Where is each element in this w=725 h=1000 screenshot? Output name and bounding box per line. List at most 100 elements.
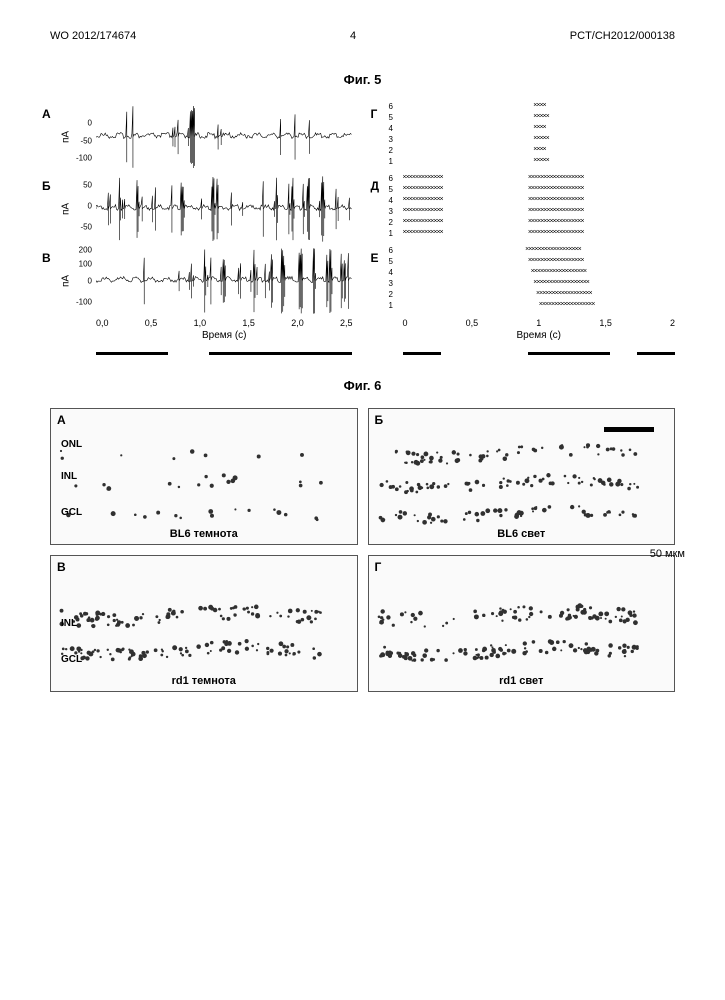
fig5-raster-panel: Д6×××××××××××××××××××××××××××××××5××××××… bbox=[373, 174, 676, 244]
raster-row: 2×××××××××××××××××× bbox=[403, 290, 676, 300]
fig5-raster-panel: Е6××××××××××××××××××5××××××××××××××××××4… bbox=[373, 246, 676, 316]
raster-row-label: 2 bbox=[389, 218, 393, 227]
raster-row: 5××××× bbox=[403, 113, 676, 123]
layer-label: GCL bbox=[61, 654, 82, 665]
panel-caption: BL6 свет bbox=[497, 528, 545, 540]
raster-row: 1×××××××××××××××××× bbox=[403, 301, 676, 311]
raster-row-label: 3 bbox=[389, 135, 393, 144]
y-tick: -50 bbox=[80, 222, 92, 231]
stimulus-bar bbox=[209, 352, 353, 355]
raster-marks: ××××× bbox=[533, 135, 566, 142]
raster-marks: ×××× bbox=[533, 124, 566, 131]
fig5-left-stimbars bbox=[96, 352, 353, 358]
raster-row-label: 3 bbox=[389, 279, 393, 288]
raster-row: 6×××× bbox=[403, 102, 676, 112]
stimulus-bar bbox=[637, 352, 675, 355]
layer-label: INL bbox=[61, 618, 77, 629]
fig5-title: Фиг. 5 bbox=[50, 72, 675, 87]
fig5-right-stimbars bbox=[403, 352, 676, 358]
stimulus-bar bbox=[96, 352, 168, 355]
panel-label: Г bbox=[371, 107, 378, 121]
raster-marks: ×××××××××××××××××× bbox=[528, 207, 675, 214]
fig6-panel: АONLINLGCLBL6 темнота bbox=[50, 408, 358, 545]
fig5-left-col: АпА0-50-100БпА500-50ВпА2001000-100 0,00,… bbox=[50, 102, 353, 358]
raster-row-label: 6 bbox=[389, 246, 393, 255]
panel-caption: rd1 темнота bbox=[172, 675, 236, 687]
raster-row-label: 2 bbox=[389, 290, 393, 299]
fig5-container: АпА0-50-100БпА500-50ВпА2001000-100 0,00,… bbox=[50, 102, 675, 358]
layer-label: INL bbox=[61, 471, 77, 482]
raster-marks: ×××××××××××××××××× bbox=[528, 185, 675, 192]
panel-label: Д bbox=[371, 179, 380, 193]
fig5-trace-panel: АпА0-50-100 bbox=[50, 102, 353, 172]
fig5-right-col: Г6××××5×××××4××××3×××××2××××1×××××Д6××××… bbox=[373, 102, 676, 358]
x-tick: 2,5 bbox=[340, 318, 353, 328]
raster-area: 6××××5×××××4××××3×××××2××××1××××× bbox=[403, 102, 676, 172]
fig5-left-xaxis: 0,00,51,01,52,02,5 Время (с) bbox=[96, 318, 353, 348]
raster-row: 5×××××××××××××××××× bbox=[403, 257, 676, 267]
scale-bar bbox=[604, 427, 654, 432]
raster-area: 6××××××××××××××××××5××××××××××××××××××4×… bbox=[403, 246, 676, 316]
raster-marks: ×××××××××××××××××× bbox=[528, 196, 675, 203]
header-center: 4 bbox=[350, 30, 356, 42]
y-tick: 100 bbox=[79, 259, 92, 268]
x-tick: 0 bbox=[403, 318, 408, 328]
raster-row-label: 2 bbox=[389, 146, 393, 155]
stimulus-bar bbox=[528, 352, 610, 355]
header-right: PCT/CH2012/000138 bbox=[570, 30, 675, 42]
y-ticks: 0 -50 -100 bbox=[74, 102, 94, 172]
raster-row: 2××××××××××××××××××××××××××××××× bbox=[403, 218, 676, 228]
raster-row-label: 1 bbox=[389, 229, 393, 238]
header-left: WO 2012/174674 bbox=[50, 30, 136, 42]
y-tick: -100 bbox=[76, 154, 92, 163]
trace-area bbox=[96, 174, 353, 244]
raster-row-label: 1 bbox=[389, 301, 393, 310]
raster-marks: ×××××××××××××××××× bbox=[528, 257, 678, 264]
y-axis-label: пА bbox=[61, 131, 72, 143]
panel-label: В bbox=[42, 251, 51, 265]
fig6-container: АONLINLGCLBL6 темнотаБBL6 светВINLGCLrd1… bbox=[50, 408, 675, 692]
x-tick: 0,5 bbox=[466, 318, 479, 328]
y-ticks: 2001000-100 bbox=[74, 246, 94, 316]
x-tick: 0,0 bbox=[96, 318, 109, 328]
raster-marks: ××××× bbox=[533, 113, 566, 120]
raster-row: 5××××××××××××××××××××××××××××××× bbox=[403, 185, 676, 195]
raster-marks: ××××××××××××× bbox=[403, 174, 512, 181]
raster-row-label: 4 bbox=[389, 268, 393, 277]
raster-marks: ××××××××××××× bbox=[403, 229, 512, 236]
y-axis-label: пА bbox=[61, 203, 72, 215]
trace-area bbox=[96, 102, 353, 172]
fig5-right-xlabel: Время (с) bbox=[403, 330, 676, 341]
raster-marks: ×××× bbox=[533, 102, 566, 109]
raster-marks: ×××××××××××××××××× bbox=[531, 268, 681, 275]
panel-label: А bbox=[42, 107, 51, 121]
raster-marks: ××××××××××××× bbox=[403, 207, 512, 214]
panel-label: Е bbox=[371, 251, 379, 265]
x-tick: 1,5 bbox=[599, 318, 612, 328]
raster-row-label: 5 bbox=[389, 257, 393, 266]
raster-row-label: 4 bbox=[389, 124, 393, 133]
raster-marks: ××××××××××××× bbox=[403, 218, 512, 225]
x-tick: 2,0 bbox=[291, 318, 304, 328]
fig5-raster-panel: Г6××××5×××××4××××3×××××2××××1××××× bbox=[373, 102, 676, 172]
y-tick: 200 bbox=[79, 245, 92, 254]
x-tick: 2 bbox=[670, 318, 675, 328]
raster-row-label: 4 bbox=[389, 196, 393, 205]
y-tick: 0 bbox=[88, 201, 92, 210]
y-tick: -50 bbox=[80, 136, 92, 145]
raster-row-label: 6 bbox=[389, 102, 393, 111]
layer-label: ONL bbox=[61, 439, 82, 450]
fig6-title: Фиг. 6 bbox=[50, 378, 675, 393]
panel-caption: BL6 темнота bbox=[170, 528, 238, 540]
fig6-scale-text: 50 мкм bbox=[650, 548, 685, 560]
raster-marks: ×××××××××××××××××× bbox=[539, 301, 689, 308]
raster-row: 2×××× bbox=[403, 146, 676, 156]
fig5-left-xlabel: Время (с) bbox=[96, 330, 353, 341]
y-tick: 0 bbox=[88, 119, 92, 128]
raster-row: 4×××××××××××××××××× bbox=[403, 268, 676, 278]
stimulus-bar bbox=[403, 352, 441, 355]
page-header: WO 2012/174674 4 PCT/CH2012/000138 bbox=[50, 30, 675, 42]
x-tick: 1,5 bbox=[242, 318, 255, 328]
x-tick: 1 bbox=[536, 318, 541, 328]
raster-row: 6×××××××××××××××××× bbox=[403, 246, 676, 256]
